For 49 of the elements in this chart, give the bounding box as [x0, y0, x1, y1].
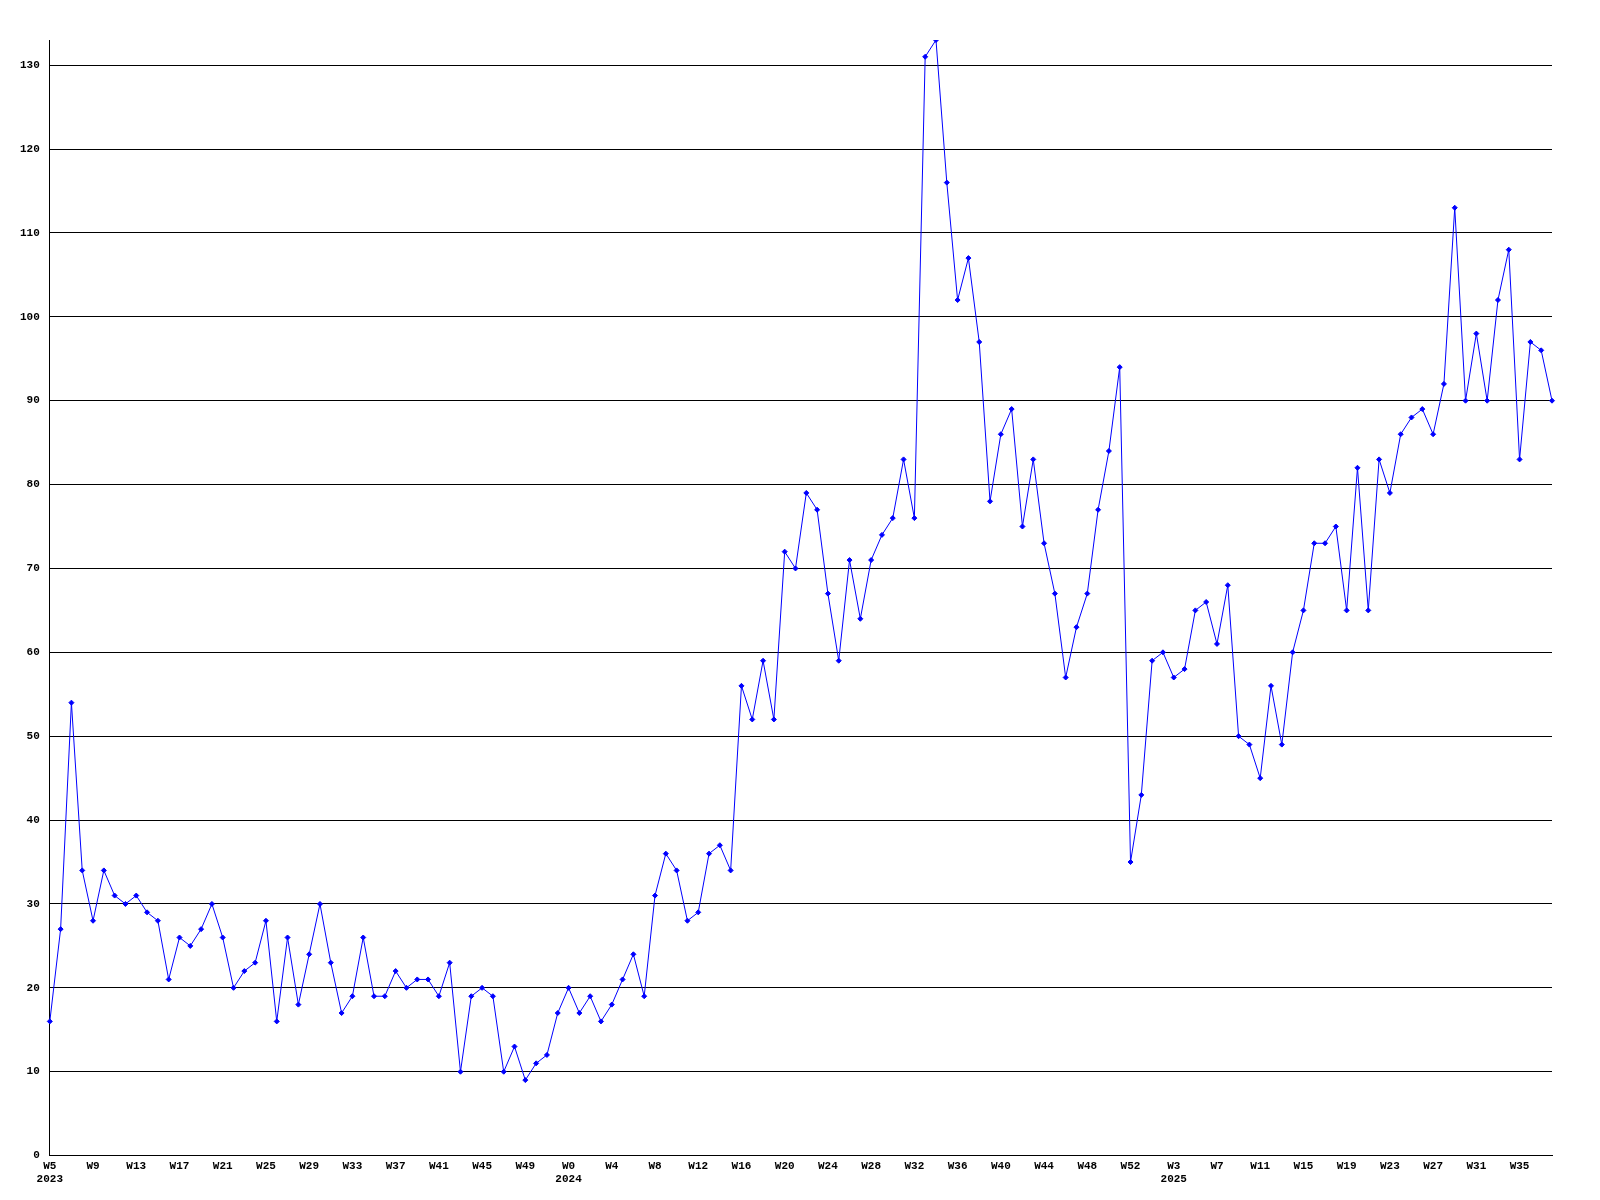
x-tick-label: W21 — [212, 1159, 234, 1172]
y-tick-label: 30 — [26, 897, 40, 910]
x-tick-label: W31 — [1466, 1159, 1487, 1172]
x-tick-label: W20 — [774, 1159, 795, 1172]
x-tick-label: W24 — [818, 1159, 839, 1172]
x-tick-label: W28 — [861, 1159, 882, 1172]
y-tick-label: 20 — [26, 981, 40, 994]
x-tick-label: W48 — [1077, 1159, 1098, 1172]
x-tick-label: W52 — [1120, 1159, 1141, 1172]
y-tick-label: 70 — [26, 562, 40, 575]
x-tick-label: W17 — [169, 1159, 190, 1172]
y-tick-label: 130 — [19, 58, 40, 71]
x-tick-label: W29 — [299, 1159, 320, 1172]
x-tick-label: W3 2025 — [1160, 1159, 1188, 1186]
x-tick-label: W41 — [428, 1159, 450, 1172]
x-tick-label: W36 — [947, 1159, 968, 1172]
x-tick-label: W19 — [1336, 1159, 1357, 1172]
x-tick-label: W49 — [515, 1159, 536, 1172]
x-tick-label: W45 — [472, 1159, 493, 1172]
x-tick-label: W15 — [1293, 1159, 1314, 1172]
y-tick-label: 80 — [26, 478, 40, 491]
y-tick-label: 90 — [26, 394, 40, 407]
y-tick-label: 0 — [33, 1149, 40, 1162]
x-tick-label: W37 — [385, 1159, 406, 1172]
x-tick-label: W4 — [605, 1159, 619, 1172]
x-tick-label: W25 — [256, 1159, 277, 1172]
x-tick-label: W13 — [126, 1159, 147, 1172]
y-tick-label: 100 — [19, 310, 40, 323]
x-tick-label: W44 — [1034, 1159, 1055, 1172]
x-tick-label: W35 — [1509, 1159, 1530, 1172]
x-tick-label: W5 2023 — [36, 1159, 64, 1186]
x-tick-label: W0 2024 — [555, 1159, 583, 1186]
x-tick-label: W8 — [648, 1159, 662, 1172]
x-tick-label: W27 — [1423, 1159, 1444, 1172]
x-tick-label: W32 — [904, 1159, 925, 1172]
x-tick-label: W11 — [1250, 1159, 1271, 1172]
x-tick-label: W9 — [86, 1159, 100, 1172]
x-tick-label: W23 — [1379, 1159, 1401, 1172]
x-tick-label: W40 — [990, 1159, 1011, 1172]
x-tick-label: W33 — [342, 1159, 363, 1172]
x-tick-label: W12 — [688, 1159, 709, 1172]
y-tick-label: 40 — [26, 813, 40, 826]
y-tick-label: 120 — [19, 142, 40, 155]
y-tick-label: 110 — [19, 226, 40, 239]
x-tick-label: W16 — [731, 1159, 752, 1172]
y-tick-label: 60 — [26, 646, 40, 659]
x-tick-label: W7 — [1210, 1159, 1224, 1172]
y-tick-label: 10 — [26, 1065, 40, 1078]
y-tick-label: 50 — [26, 729, 40, 742]
